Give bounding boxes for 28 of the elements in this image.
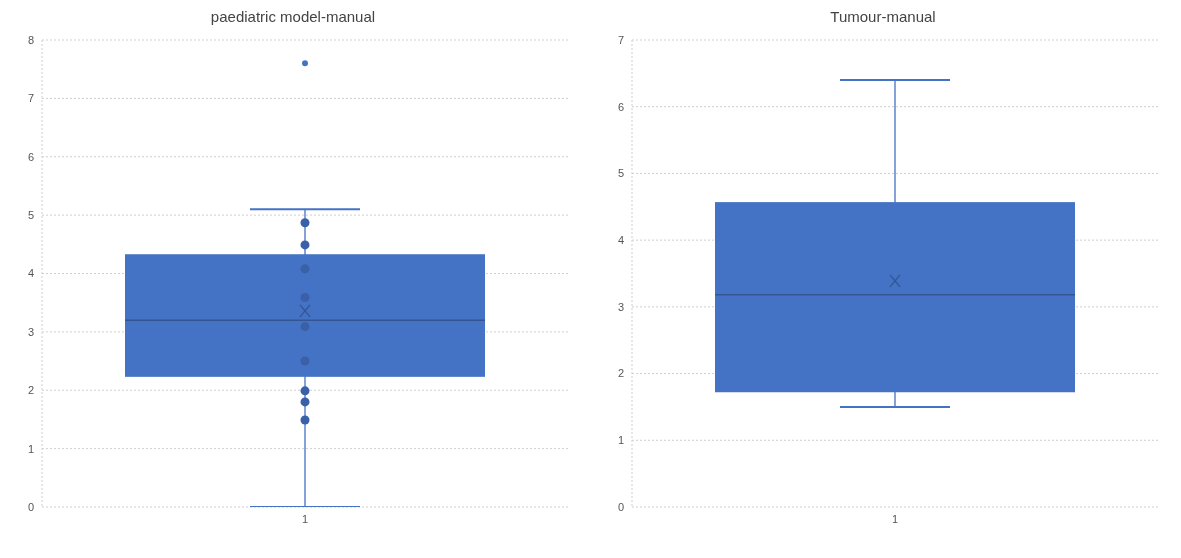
point (300, 264, 310, 274)
point (300, 218, 310, 228)
y-tick-label: 5 (617, 167, 624, 180)
y-tick-label: 6 (617, 100, 624, 113)
y-tick-label: 8 (27, 33, 34, 46)
point (300, 356, 310, 366)
y-tick-label: 3 (617, 300, 624, 313)
y-tick-label: 7 (27, 92, 34, 105)
point (300, 240, 310, 250)
y-tick-label: 7 (617, 33, 624, 46)
y-tick-label: 0 (27, 500, 34, 513)
y-tick-label: 4 (617, 234, 624, 247)
point (300, 386, 310, 396)
point (300, 415, 310, 425)
y-tick-label: 4 (27, 267, 34, 280)
y-tick-label: 5 (27, 209, 34, 222)
y-tick-label: 2 (617, 367, 624, 380)
point (300, 322, 310, 332)
y-tick-label: 1 (27, 442, 34, 455)
y-tick-label: 2 (27, 384, 34, 397)
point (300, 397, 310, 407)
y-tick-label: 3 (27, 325, 34, 338)
chart-title: Tumour-manual (829, 8, 937, 27)
y-tick-label: 0 (617, 500, 624, 513)
point (300, 292, 310, 302)
y-tick-label: 1 (617, 434, 624, 447)
y-tick-label: 6 (27, 150, 34, 163)
chart-title: paediatric model-manual (209, 8, 377, 27)
